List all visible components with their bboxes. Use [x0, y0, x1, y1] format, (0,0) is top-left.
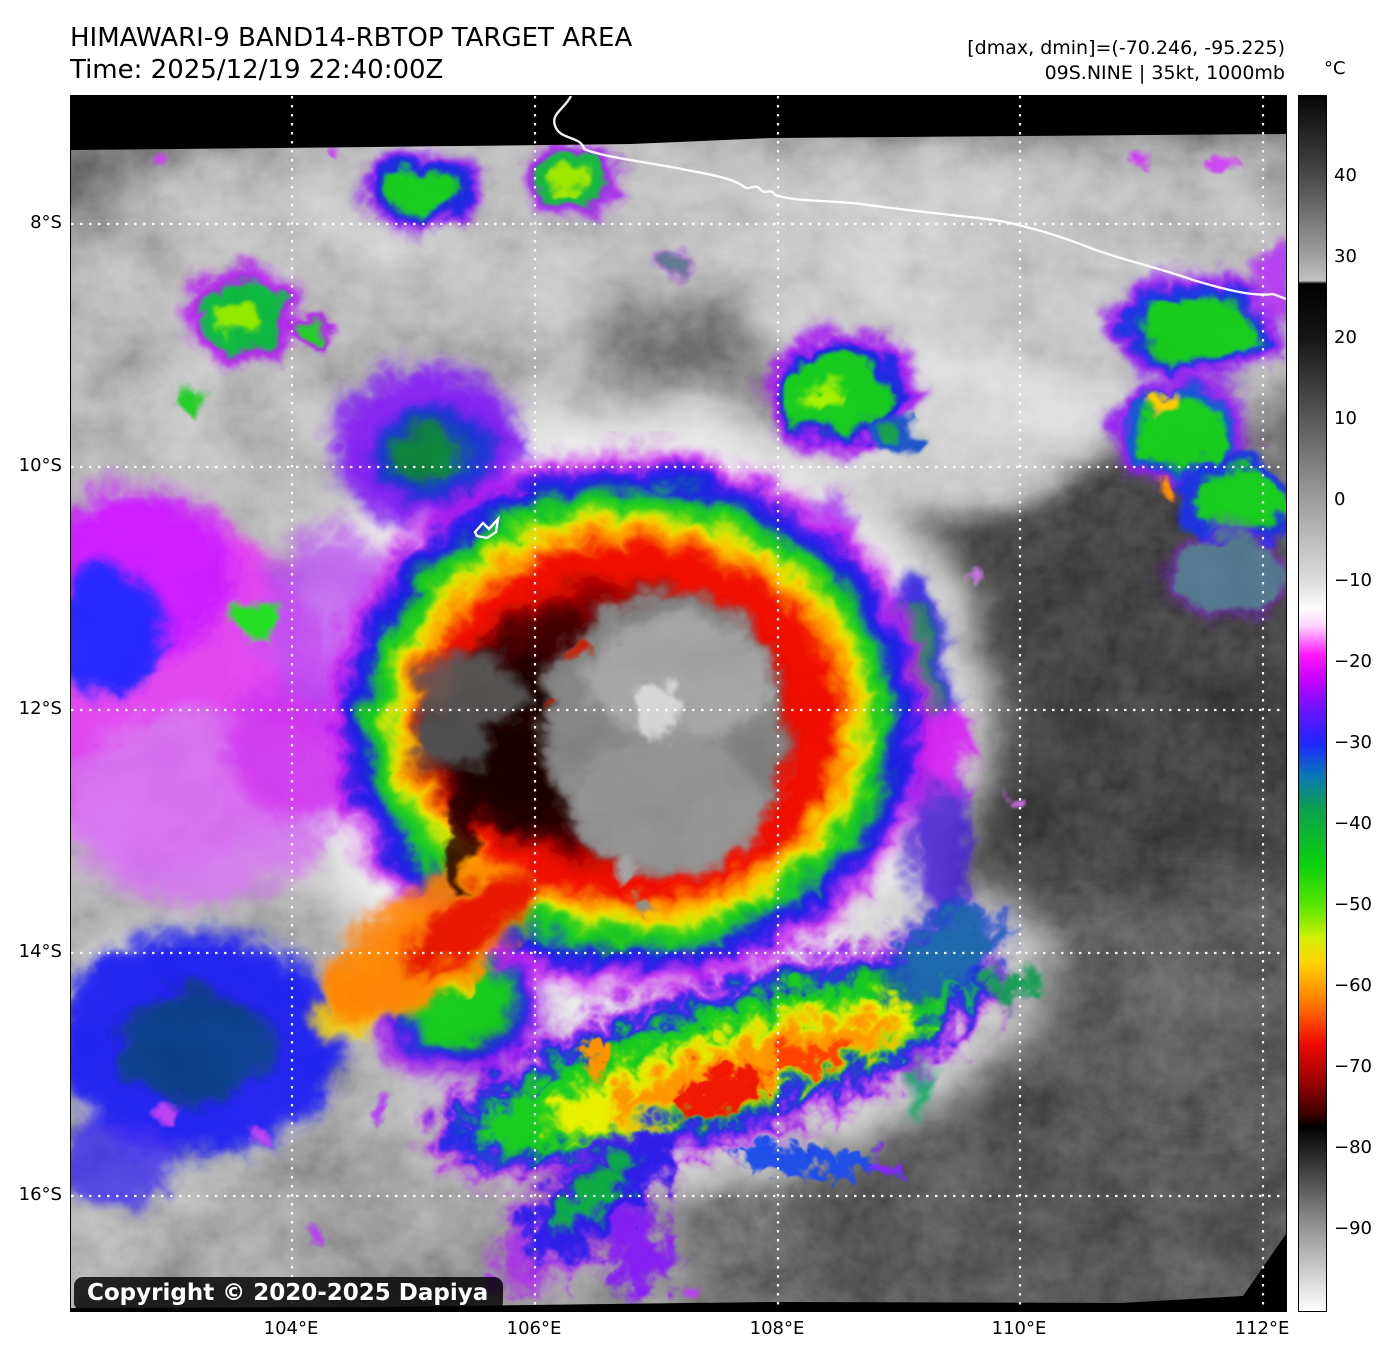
- cb-tick-m40: −40: [1334, 813, 1372, 834]
- xtick-104e: 104°E: [263, 1318, 319, 1339]
- colorbar-unit-label: °C: [1324, 58, 1346, 79]
- ytick-10s: 10°S: [18, 455, 62, 476]
- cb-tick-m20: −20: [1334, 651, 1372, 672]
- cb-tick-30: 30: [1334, 246, 1357, 267]
- ytick-16s: 16°S: [18, 1184, 62, 1205]
- no-data-top-strip: [71, 96, 1286, 150]
- xtick-110e: 110°E: [991, 1318, 1047, 1339]
- cloud-texture-overlay: [71, 96, 1286, 1311]
- map-plot-area: Copyright © 2020-2025 Dapiya: [70, 95, 1287, 1312]
- figure-time: Time: 2025/12/19 22:40:00Z: [70, 55, 444, 85]
- figure-title: HIMAWARI-9 BAND14-RBTOP TARGET AREA: [70, 23, 633, 53]
- cb-tick-m90: −90: [1334, 1218, 1372, 1239]
- dmax-dmin-readout: [dmax, dmin]=(-70.246, -95.225): [967, 37, 1285, 59]
- temperature-colorbar: [1298, 95, 1327, 1312]
- ytick-12s: 12°S: [18, 698, 62, 719]
- cb-tick-m30: −30: [1334, 732, 1372, 753]
- satellite-scene: [71, 96, 1286, 1311]
- header-right: [dmax, dmin]=(-70.246, -95.225) 09S.NINE…: [967, 36, 1285, 86]
- storm-info: 09S.NINE | 35kt, 1000mb: [1044, 62, 1285, 84]
- coastline: [553, 96, 1286, 301]
- xtick-106e: 106°E: [506, 1318, 562, 1339]
- xtick-108e: 108°E: [749, 1318, 805, 1339]
- cb-tick-m80: −80: [1334, 1137, 1372, 1158]
- cb-tick-10: 10: [1334, 408, 1357, 429]
- no-data-bottom-wedge: [71, 1234, 1286, 1311]
- cb-tick-m10: −10: [1334, 570, 1372, 591]
- cb-tick-m60: −60: [1334, 975, 1372, 996]
- cb-tick-0: 0: [1334, 489, 1346, 510]
- cb-tick-m50: −50: [1334, 894, 1372, 915]
- cb-tick-40: 40: [1334, 165, 1357, 186]
- cb-tick-m70: −70: [1334, 1056, 1372, 1077]
- ytick-14s: 14°S: [18, 941, 62, 962]
- cb-tick-20: 20: [1334, 327, 1357, 348]
- copyright-badge: Copyright © 2020-2025 Dapiya: [74, 1277, 504, 1311]
- ytick-8s: 8°S: [30, 212, 62, 233]
- xtick-112e: 112°E: [1234, 1318, 1290, 1339]
- dmax-contour-marker: [473, 515, 500, 540]
